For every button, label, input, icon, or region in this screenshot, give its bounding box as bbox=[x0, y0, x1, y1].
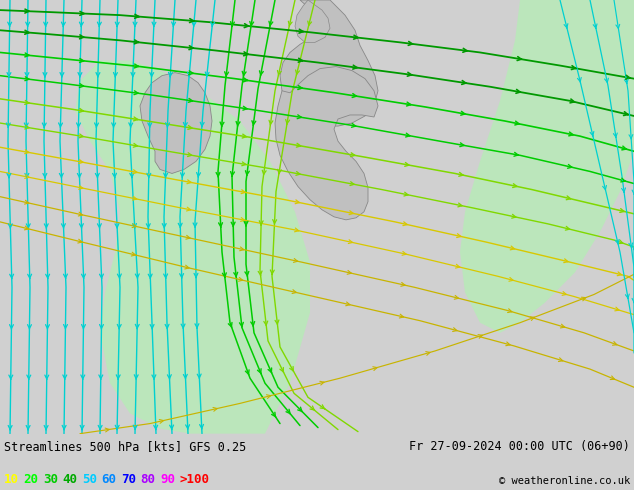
Polygon shape bbox=[280, 0, 378, 126]
Text: © weatheronline.co.uk: © weatheronline.co.uk bbox=[499, 476, 630, 486]
Polygon shape bbox=[140, 73, 212, 173]
Text: Streamlines 500 hPa [kts] GFS 0.25: Streamlines 500 hPa [kts] GFS 0.25 bbox=[4, 440, 246, 453]
Text: 70: 70 bbox=[121, 473, 136, 486]
Text: 30: 30 bbox=[43, 473, 58, 486]
Polygon shape bbox=[460, 0, 634, 333]
Text: 10: 10 bbox=[4, 473, 19, 486]
Polygon shape bbox=[75, 60, 310, 434]
Polygon shape bbox=[295, 0, 330, 42]
Polygon shape bbox=[275, 67, 378, 220]
Text: >100: >100 bbox=[179, 473, 209, 486]
Text: 20: 20 bbox=[23, 473, 39, 486]
Text: 60: 60 bbox=[101, 473, 117, 486]
Text: 40: 40 bbox=[63, 473, 77, 486]
Text: 90: 90 bbox=[160, 473, 175, 486]
Text: Fr 27-09-2024 00:00 UTC (06+90): Fr 27-09-2024 00:00 UTC (06+90) bbox=[409, 440, 630, 453]
Text: 50: 50 bbox=[82, 473, 97, 486]
Text: 80: 80 bbox=[141, 473, 155, 486]
